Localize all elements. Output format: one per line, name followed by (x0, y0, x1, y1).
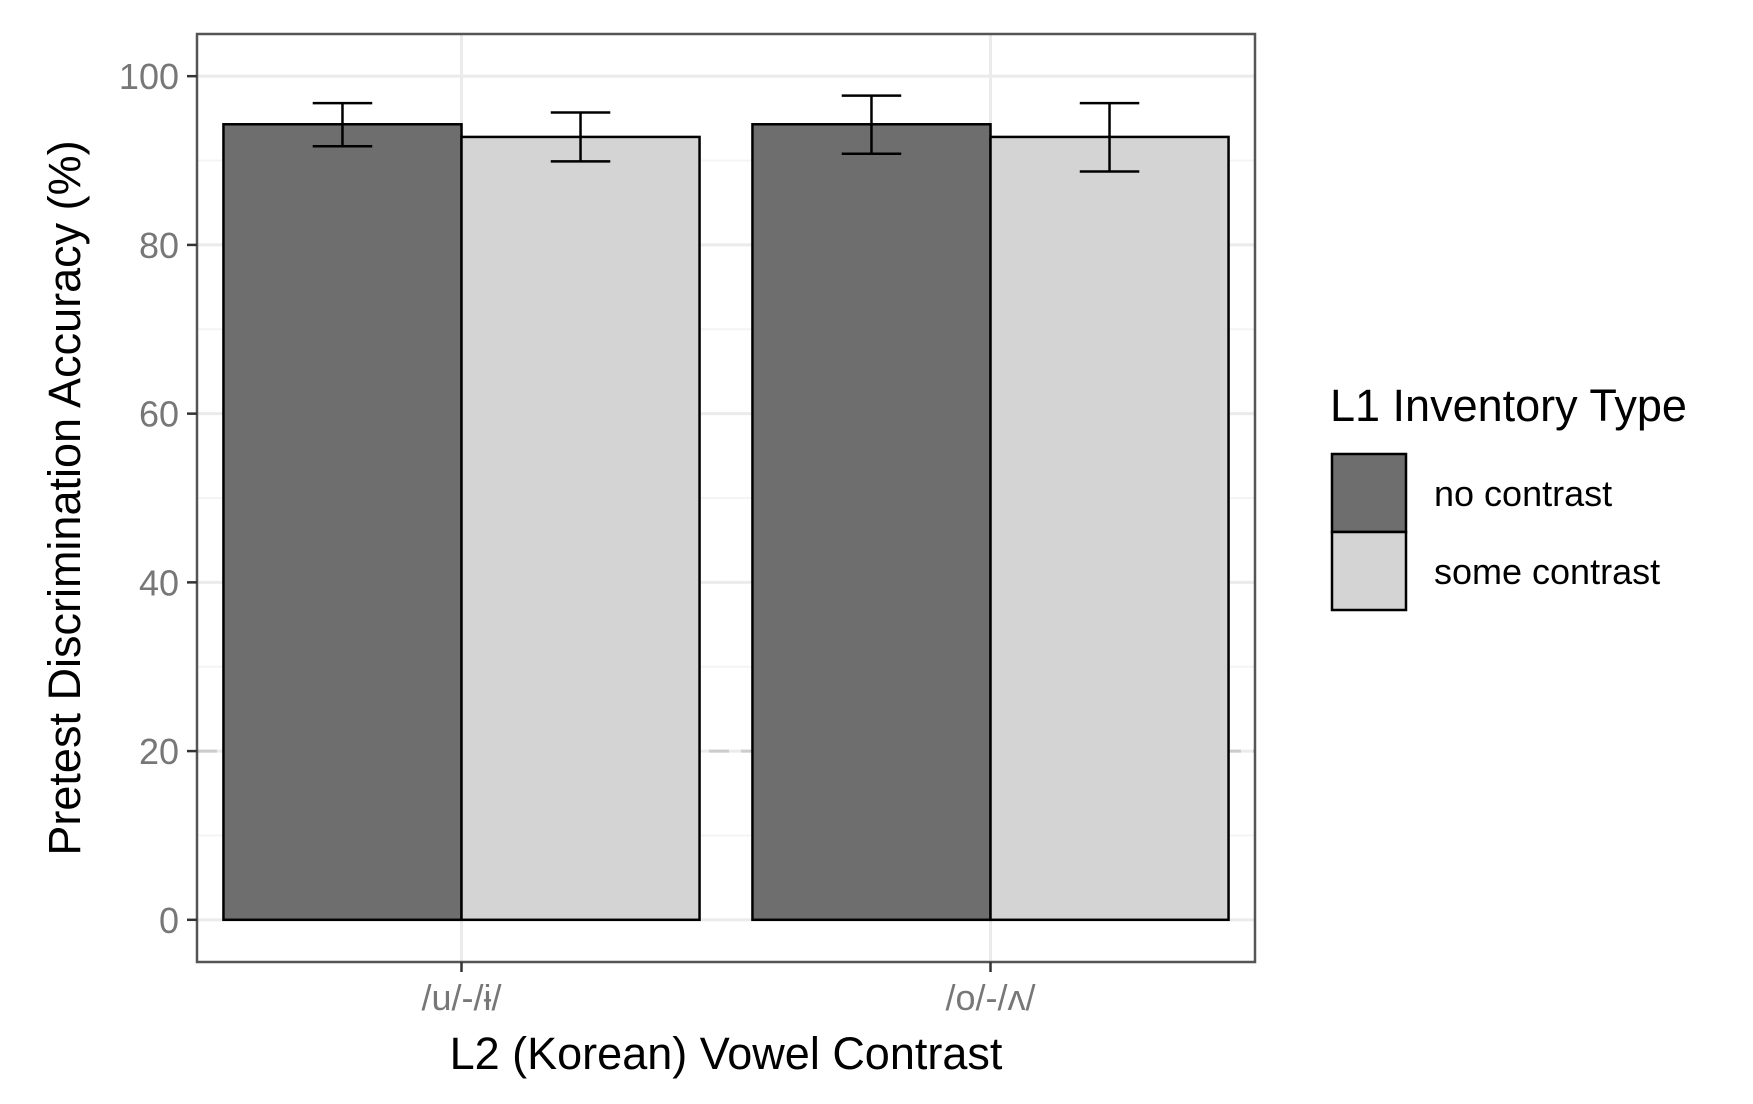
y-axis-label: Pretest Discrimination Accuracy (%) (39, 140, 90, 855)
legend-items: no contrast some contrast (1330, 452, 1660, 612)
x-axis: /u/-/ɨ/ /o/-/ʌ/ (421, 962, 1036, 1018)
y-tick-label: 20 (139, 731, 179, 772)
bar (222, 123, 463, 922)
bar (989, 135, 1230, 922)
error-bars-layer (312, 94, 1140, 173)
x-tick-label: /o/-/ʌ/ (945, 977, 1035, 1018)
legend: L1 Inventory Type no contrast some contra… (1330, 380, 1687, 612)
legend-label: no contrast (1434, 473, 1612, 514)
legend-key (1330, 530, 1408, 612)
y-tick-label: 40 (139, 562, 179, 603)
y-tick-label: 0 (159, 900, 179, 941)
y-tick-label: 60 (139, 394, 179, 435)
y-tick-label: 100 (119, 56, 179, 97)
legend-key (1330, 452, 1408, 534)
y-axis: 0 20 40 60 80 100 (119, 56, 197, 941)
y-tick-label: 80 (139, 225, 179, 266)
x-tick-label: /u/-/ɨ/ (421, 977, 501, 1018)
legend-title: L1 Inventory Type (1330, 380, 1687, 431)
legend-label: some contrast (1434, 551, 1660, 592)
plot-panel-border (195, 32, 1257, 964)
bar (751, 123, 992, 922)
bars-layer (222, 123, 1230, 922)
x-axis-label: L2 (Korean) Vowel Contrast (450, 1028, 1003, 1079)
bar (460, 135, 701, 922)
